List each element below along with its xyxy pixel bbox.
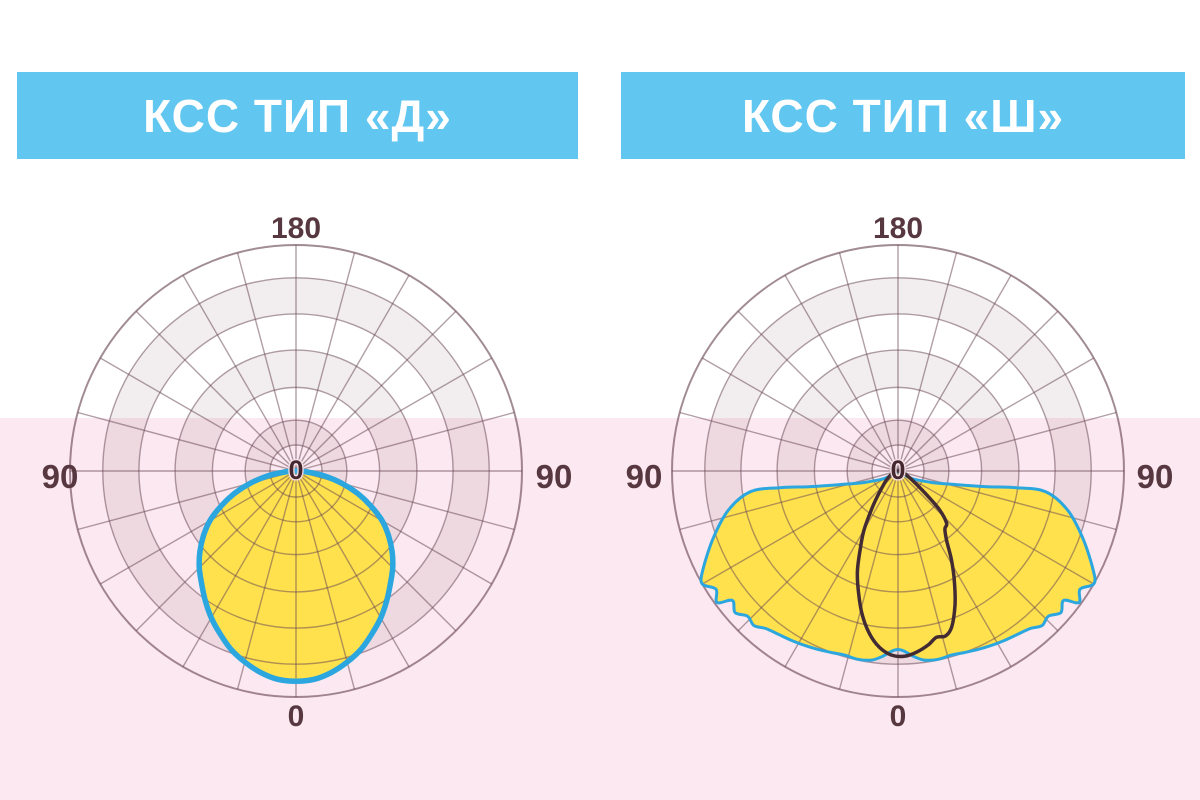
label-90-right-chart-sh: 90 [1136,458,1174,495]
polar-chart-type-sh [638,211,1158,731]
label-90-left-chart-d: 90 [41,458,79,495]
polar-chart-type-d [36,211,556,731]
label-0-center-chart-sh: 0 [890,455,906,485]
label-180-chart-sh: 180 [872,212,924,245]
label-90-right-chart-d: 90 [535,458,573,495]
label-90-left-chart-sh: 90 [625,458,663,495]
label-0-center-chart-d: 0 [288,455,304,485]
header-bar-type-d: КСС ТИП «Д» [17,72,578,159]
label-0-bottom-chart-sh: 0 [889,700,907,733]
label-180-chart-d: 180 [270,212,322,245]
header-title-type-sh: КСС ТИП «Ш» [741,89,1065,142]
label-0-bottom-chart-d: 0 [287,700,305,733]
header-bar-type-sh: КСС ТИП «Ш» [621,72,1185,159]
header-title-type-d: КСС ТИП «Д» [143,89,452,142]
